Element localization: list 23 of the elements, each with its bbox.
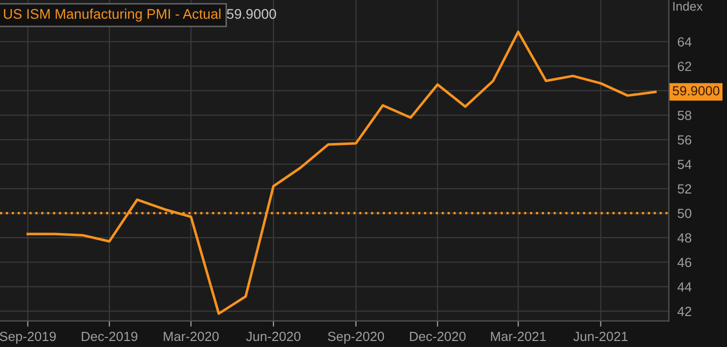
annotation: 59.9000 bbox=[672, 86, 720, 96]
text: US ISM Manufacturing PMI - Actual bbox=[4, 8, 220, 22]
x-tick-label: Sep-2019 bbox=[0, 332, 56, 344]
y-tick-label: 46 bbox=[677, 258, 692, 268]
x-tick-label: Jun-2021 bbox=[573, 332, 628, 342]
annotation: 59.9000 bbox=[226, 9, 276, 19]
y-tick-label: 62 bbox=[678, 62, 692, 72]
x-tick-label: Mar-2021 bbox=[491, 332, 546, 342]
x-tick-label: Sep-2020 bbox=[328, 332, 384, 344]
x-tick-label: Dec-2019 bbox=[82, 332, 138, 342]
y-tick-label: 42 bbox=[677, 306, 692, 316]
y-tick-label: 52 bbox=[678, 184, 692, 194]
y-tick-label: 48 bbox=[677, 233, 692, 243]
y-tick-label: 56 bbox=[678, 135, 692, 145]
y-tick-label: 54 bbox=[678, 160, 692, 170]
y-tick-label: 50 bbox=[678, 208, 692, 218]
x-tick-label: Dec-2020 bbox=[410, 332, 466, 342]
y-tick-label: 44 bbox=[677, 282, 692, 292]
y-tick-label: 58 bbox=[678, 110, 692, 120]
x-tick-label: Mar-2020 bbox=[164, 332, 219, 342]
y-axis-title: Index bbox=[673, 2, 703, 11]
y-tick-label: 64 bbox=[678, 37, 692, 47]
x-tick-label: Jun-2020 bbox=[246, 332, 300, 342]
